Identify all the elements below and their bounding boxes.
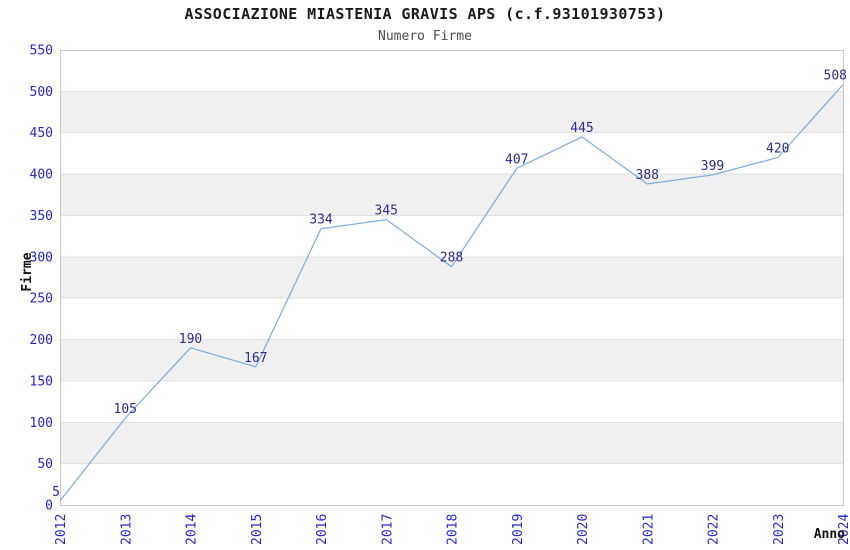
x-axis-title: Anno — [814, 527, 845, 542]
y-tick-labels: 0 50 100 150 200 250 300 350 400 450 500 550 — [30, 44, 53, 514]
data-label: 388 — [636, 168, 659, 183]
y-tick-label: 200 — [30, 333, 53, 348]
x-tick-label: 2014 — [185, 514, 200, 545]
data-label: 420 — [766, 142, 789, 157]
y-tick-label: 0 — [45, 499, 53, 514]
data-label: 445 — [570, 121, 593, 136]
background-band — [60, 174, 843, 216]
x-tick-label: 2022 — [707, 514, 722, 545]
x-tick-label: 2015 — [250, 514, 265, 545]
x-tick-label: 2018 — [446, 514, 461, 545]
plot-border — [60, 50, 844, 506]
background-band — [60, 339, 843, 381]
chart-subtitle: Numero Firme — [378, 29, 472, 44]
plot-gridlines — [60, 90, 843, 465]
y-tick-label: 350 — [30, 209, 53, 224]
x-tick-label: 2021 — [641, 514, 656, 545]
x-tick-label: 2019 — [511, 514, 526, 545]
y-tick-label: 400 — [30, 168, 53, 183]
y-tick-label: 550 — [30, 44, 53, 59]
y-tick-label: 100 — [30, 416, 53, 431]
data-label: 399 — [701, 159, 724, 174]
y-tick-label: 500 — [30, 85, 53, 100]
y-axis-title: Firme — [20, 252, 35, 291]
x-tick-label: 2024 — [837, 514, 850, 545]
series-line — [59, 84, 844, 502]
x-tick-label: 2012 — [54, 514, 69, 545]
data-label: 334 — [309, 213, 333, 228]
data-label: 407 — [505, 152, 528, 167]
data-label: 5 — [52, 485, 60, 500]
data-point-labels: 5 105 190 167 334 345 288 407 445 388 399 420 508 — [52, 69, 847, 500]
y-tick-label: 50 — [37, 457, 53, 472]
y-tick-label: 150 — [30, 374, 53, 389]
x-tick-label: 2020 — [576, 514, 591, 545]
y-tick-label: 300 — [30, 250, 53, 265]
background-band — [60, 91, 843, 133]
data-label: 105 — [114, 402, 137, 417]
x-tick-label: 2013 — [119, 514, 134, 545]
y-tick-label: 450 — [30, 126, 53, 141]
x-tick-labels: 2012 2013 2014 2015 2016 2017 2018 2019 2020 2021… — [54, 514, 850, 545]
y-tick-label: 250 — [30, 292, 53, 307]
x-tick-label: 2016 — [315, 514, 330, 545]
plot-bands — [60, 91, 843, 464]
data-label: 345 — [375, 204, 398, 219]
data-label: 167 — [244, 351, 267, 366]
chart-title: ASSOCIAZIONE MIASTENIA GRAVIS APS (c.f.9… — [185, 5, 666, 23]
background-band — [60, 422, 843, 464]
data-label: 190 — [179, 332, 202, 347]
x-tick-label: 2023 — [772, 514, 787, 545]
x-tick-label: 2017 — [380, 514, 395, 545]
data-label: 288 — [440, 251, 463, 266]
data-label: 508 — [824, 69, 847, 84]
background-band — [60, 256, 843, 299]
